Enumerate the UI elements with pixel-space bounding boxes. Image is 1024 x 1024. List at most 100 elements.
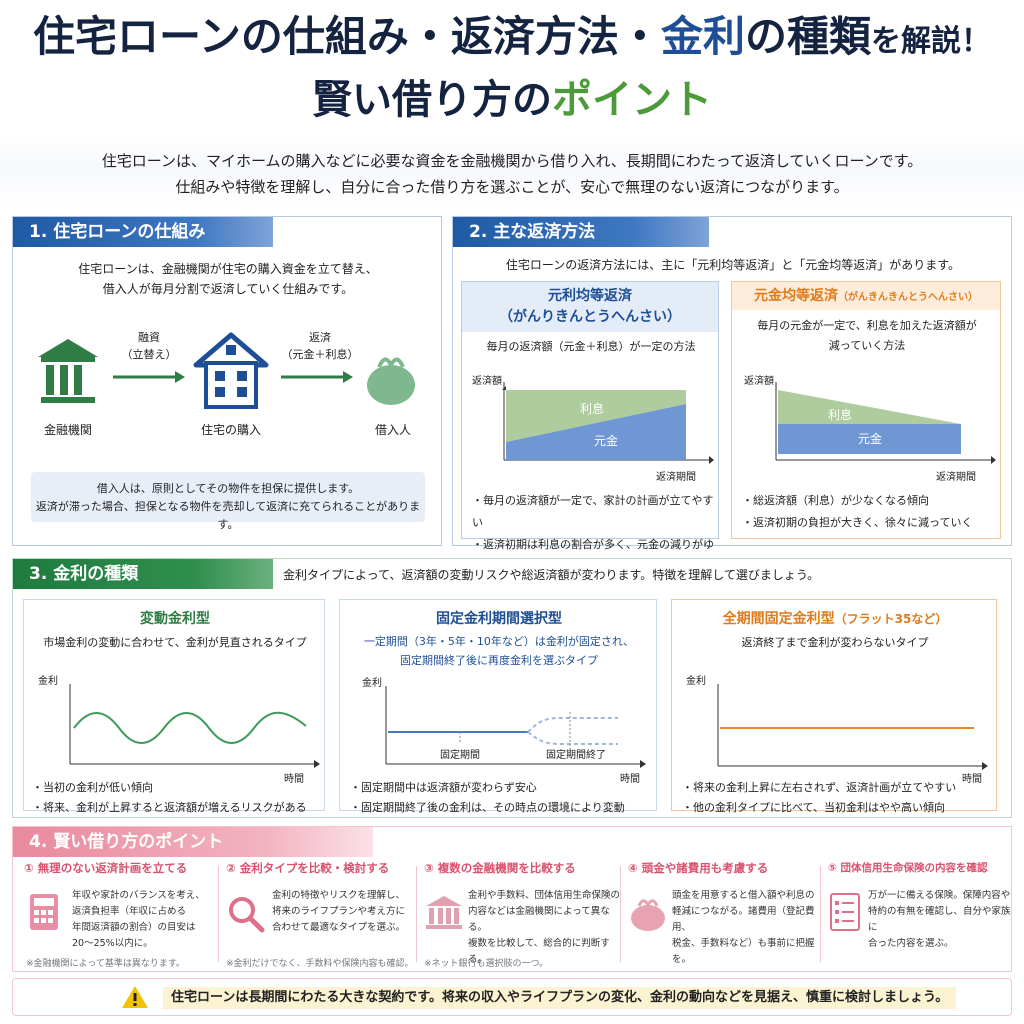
title-part: を解説！	[870, 24, 991, 59]
fixed-period-end-mark: 固定期間終了	[546, 750, 606, 761]
house-icon	[193, 332, 269, 409]
arrow-2-label: 返済 （元金＋利息）	[275, 329, 365, 363]
bullet-item: ・他の金利タイプに比べて、当初金利はやや高い傾向	[682, 801, 946, 814]
chart-ylabel: 金利	[362, 678, 382, 689]
bullet-item: ・将来、金利が上昇すると返済額が増えるリスクがある	[32, 801, 307, 814]
desc-line: 減っていく方法	[828, 339, 906, 352]
point-2: ② 金利タイプを比較・検討する 金利の特徴やリスクを理解し、 将来のライフプラン…	[226, 860, 416, 970]
chart-ylabel: 返済額	[472, 376, 502, 387]
point-note: ※金融機関によって基準は異なります。	[26, 959, 185, 969]
repayment-card-gankin: 元金均等返済（がんきんきんとうへんさい） 毎月の元金が一定で、利息を加えた返済額…	[731, 281, 1001, 539]
arrow-label-bottom: （立替え）	[121, 348, 177, 361]
section-1-heading: 1. 住宅ローンの仕組み	[13, 217, 273, 247]
purse-icon	[631, 899, 665, 931]
purse-icon	[367, 357, 415, 405]
point-1: ① 無理のない返済計画を立てる 年収や家計のバランスを考え、 返済負担率（年収に…	[24, 860, 214, 970]
point-body: 金利や手数料、団体信用生命保険の 内容などは金融機関によって異なる。 複数を比較…	[468, 888, 620, 968]
principal-area	[506, 404, 686, 460]
chart-xlabel: 時間	[620, 774, 640, 785]
document-checklist-icon	[830, 893, 860, 931]
gankin-chart	[775, 382, 996, 464]
point-title: ⑤ 団体信用生命保険の内容を確認	[828, 862, 988, 874]
collateral-note-line: 返済が滞った場合、担保となる物件を売却して返済に充てられることがあります。	[35, 500, 421, 531]
footer-text: 住宅ローンは長期間にわたる大きな契約です。将来の収入やライフプランの変化、金利の…	[163, 987, 957, 1009]
desc-line: 一定期間（3年・5年・10年など）は金利が固定され、	[363, 635, 635, 648]
point-body: 金利の特徴やリスクを理解し、 将来のライフプランや考え方に 合わせて最適なタイプ…	[272, 888, 405, 936]
house-label: 住宅の購入	[200, 423, 261, 437]
point-line: 20〜25%以内に。	[72, 938, 153, 949]
section-4-heading: 4. 賢い借り方のポイント	[13, 827, 373, 857]
repayment-card-title: 元金均等返済	[754, 288, 838, 304]
repayment-card-desc: 毎月の元金が一定で、利息を加えた返済額が 減っていく方法	[732, 316, 1002, 356]
title-part: 住宅ローンの仕組み・返済方法・	[33, 12, 661, 61]
arrow-1-label: 融資 （立替え）	[109, 329, 189, 363]
loan-flow-diagram	[38, 332, 415, 409]
fixed-period-mark: 固定期間	[440, 750, 480, 761]
principal-area	[778, 424, 961, 454]
bullet-item: ・固定期間終了後の金利は、その時点の環境により変動	[350, 801, 625, 814]
point-line: 金利の特徴やリスクを理解し、	[272, 890, 406, 901]
rate-card-desc: 返済終了まで金利が変わらないタイプ	[741, 636, 929, 649]
desc-line: 毎月の元金が一定で、利息を加えた返済額が	[757, 319, 977, 332]
interest-area	[506, 390, 686, 442]
section-3-panel: 3. 金利の種類 金利タイプによって、返済額の変動リスクや総返済額が変わります。…	[12, 558, 1012, 818]
point-line: 複数を比較して、総合的に判断する。	[468, 938, 610, 965]
borrower-label: 借入人	[374, 423, 411, 437]
title-line-2: 賢い借り方のポイント	[0, 71, 1024, 129]
point-note: ※ネット銀行も選択肢の一つ。	[424, 959, 549, 969]
bullet-item: ・総返済額（利息）が少なくなる傾向	[742, 494, 929, 507]
point-body: 年収や家計のバランスを考え、 返済負担率（年収に占める 年間返済額の割合）の目安…	[72, 888, 205, 952]
section-1-desc-line: 借入人が毎月分割で返済していく仕組みです。	[102, 282, 354, 296]
arrow-label-bottom: （元金＋利息）	[281, 348, 359, 361]
arrow-label-top: 融資	[138, 331, 160, 344]
ganri-chart	[502, 382, 714, 464]
point-line: 特約の有無を確認し、自分や家族に	[868, 906, 1011, 933]
point-title: ④ 頭金や諸費用も考慮する	[628, 861, 769, 875]
section-2-panel: 2. 主な返済方法 住宅ローンの返済方法には、主に「元利均等返済」と「元金均等返…	[452, 216, 1012, 573]
point-line: 年収や家計のバランスを考え、	[72, 890, 205, 901]
point-line: 合った内容を選ぶ。	[868, 938, 954, 949]
rate-card-title: 固定金利期間選択型	[436, 611, 562, 627]
principal-label: 元金	[593, 434, 618, 448]
bullet-item: ・当初の金利が低い傾向	[32, 781, 153, 794]
point-line: 税金、手数料など）も事前に把握を。	[672, 938, 815, 965]
collateral-note-line: 借入人は、原則としてその物件を担保に提供します。	[96, 482, 360, 495]
point-note: ※金利だけでなく、手数料や保険内容も確認。	[226, 959, 414, 969]
chart-xlabel: 時間	[284, 774, 304, 785]
footer-bar: 住宅ローンは長期間にわたる大きな契約です。将来の収入やライフプランの変化、金利の…	[12, 978, 1012, 1016]
repayment-card-reading: （がんきんきんとうへんさい）	[838, 292, 978, 303]
intro-background	[0, 138, 1024, 208]
desc-line: 固定期間終了後に再度金利を選ぶタイプ	[400, 654, 598, 667]
point-line: 内容などは金融機関によって異なる。	[468, 906, 610, 933]
section-3-heading: 3. 金利の種類	[13, 559, 273, 589]
title-highlight-kinri: 金利	[660, 12, 745, 61]
rate-card-fixed-period: 固定金利期間選択型 一定期間（3年・5年・10年など）は金利が固定され、 固定期…	[339, 599, 657, 814]
section-1-desc: 住宅ローンは、金融機関が住宅の購入資金を立て替え、 借入人が毎月分割で返済してい…	[13, 259, 443, 299]
point-line: 将来のライフプランや考え方に	[272, 906, 406, 917]
rate-card-bullets: ・固定期間中は返済額が変わらず安心 ・固定期間終了後の金利は、その時点の環境によ…	[350, 778, 625, 818]
variable-rate-chart	[69, 684, 320, 768]
point-divider	[620, 866, 621, 962]
principal-label: 元金	[857, 432, 882, 446]
intro-line-1: 住宅ローンは、マイホームの購入などに必要な資金を金融機関から借り入れ、長期間にわ…	[101, 152, 923, 170]
rate-card-desc: 市場金利の変動に合わせて、金利が見直されるタイプ	[43, 636, 307, 649]
arrow-right-icon	[281, 371, 353, 383]
point-line: 頭金を用意すると借入額や利息の	[672, 890, 815, 901]
bullet-item: ・固定期間中は返済額が変わらず安心	[350, 781, 537, 794]
repayment-card-ganri: 元利均等返済 （がんりきんとうへんさい） 毎月の返済額（元金＋利息）が一定の方法…	[461, 281, 719, 573]
point-body: 頭金を用意すると借入額や利息の 軽減につながる。諸費用（登記費用、 税金、手数料…	[672, 888, 818, 968]
title-highlight-point: ポイント	[552, 77, 712, 123]
section-2-desc: 住宅ローンの返済方法には、主に「元利均等返済」と「元金均等返済」があります。	[505, 258, 961, 272]
repayment-card-reading: （がんりきんとうへんさい）	[499, 309, 681, 325]
intro-text: 住宅ローンは、マイホームの購入などに必要な資金を金融機関から借り入れ、長期間にわ…	[0, 148, 1024, 200]
rate-card-full-fixed: 全期間固定金利型（フラット35など） 返済終了まで金利が変わらないタイプ 金利 …	[671, 599, 997, 814]
magnifier-icon	[229, 897, 265, 933]
point-3: ③ 複数の金融機関を比較する 金利や手数料、団体信用生命保険の 内容などは金融機…	[424, 860, 620, 970]
fixed-period-chart	[385, 686, 646, 768]
repayment-card-title: 元利均等返済	[548, 288, 632, 304]
interest-label: 利息	[827, 408, 852, 422]
title-part: の種類	[744, 12, 871, 61]
chart-xlabel: 返済期間	[656, 472, 696, 483]
chart-xlabel: 返済期間	[936, 472, 976, 483]
point-divider	[820, 866, 821, 962]
